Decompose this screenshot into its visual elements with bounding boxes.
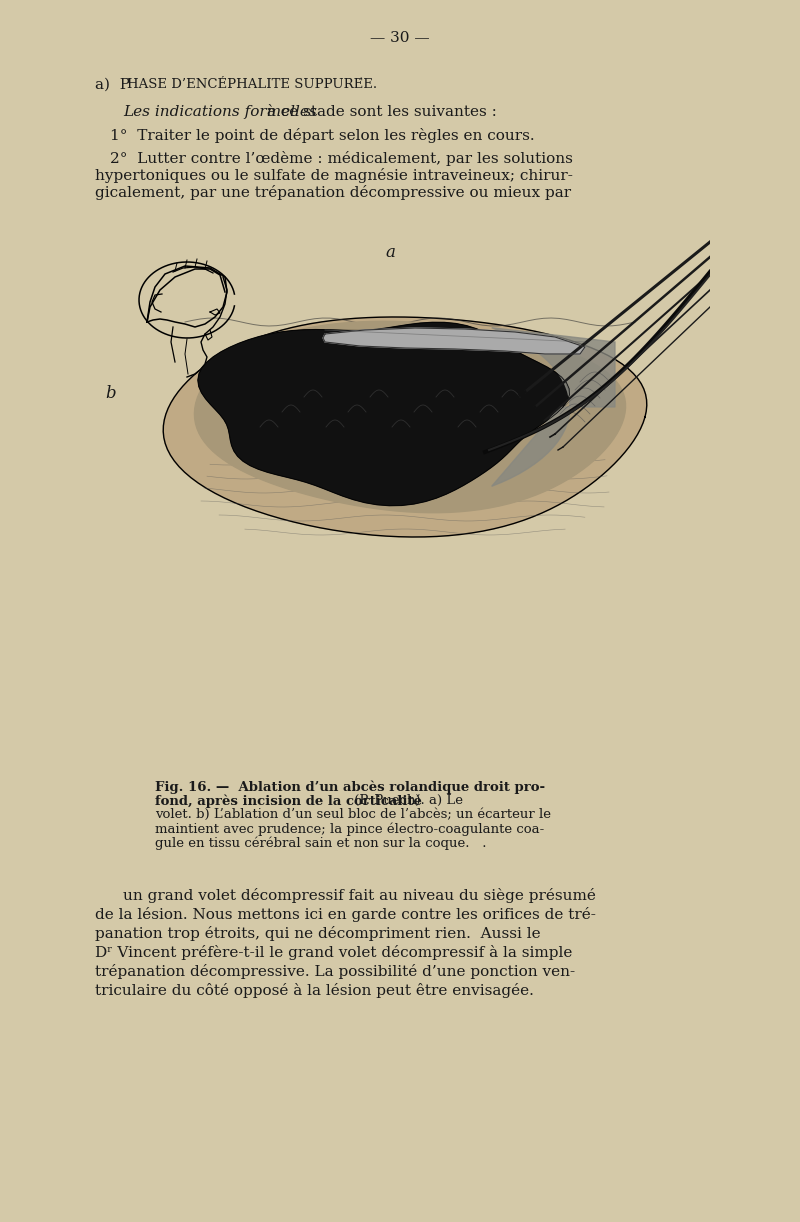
Text: Fig. 16. —  Ablation d’un abcès rolandique droit pro-: Fig. 16. — Ablation d’un abcès rolandiqu… — [155, 780, 545, 793]
Text: Les indications formelles: Les indications formelles — [123, 105, 317, 119]
Text: b: b — [105, 385, 116, 402]
Text: maintient avec prudence; la pince électro-coagulante coa-: maintient avec prudence; la pince électr… — [155, 822, 544, 836]
Polygon shape — [194, 321, 626, 513]
Text: a)  P: a) P — [95, 78, 130, 92]
Text: volet. b) L’ablation d’un seul bloc de l’abcès; un écarteur le: volet. b) L’ablation d’un seul bloc de l… — [155, 808, 551, 821]
Text: trépanation décompressive. La possibilité d’une ponction ven-: trépanation décompressive. La possibilit… — [95, 964, 575, 979]
Text: 2°  Lutter contre l’œdème : médicalement, par les solutions: 2° Lutter contre l’œdème : médicalement,… — [110, 152, 573, 166]
Text: triculaire du côté opposé à la lésion peut être envisagée.: triculaire du côté opposé à la lésion pe… — [95, 982, 534, 998]
Polygon shape — [198, 323, 570, 506]
Text: HASE D’ENCÉPHALITE SUPPURÉE.: HASE D’ENCÉPHALITE SUPPURÉE. — [127, 78, 377, 90]
Polygon shape — [492, 327, 615, 486]
Text: de la lésion. Nous mettons ici en garde contre les orifices de tré-: de la lésion. Nous mettons ici en garde … — [95, 907, 596, 923]
Text: gule en tissu cérébral sain et non sur la coque.   .: gule en tissu cérébral sain et non sur l… — [155, 836, 486, 849]
Text: gicalement, par une trépanation décompressive ou mieux par: gicalement, par une trépanation décompre… — [95, 185, 571, 200]
Text: hypertoniques ou le sulfate de magnésie intraveineux; chirur-: hypertoniques ou le sulfate de magnésie … — [95, 167, 573, 183]
Text: a: a — [385, 244, 395, 262]
Text: fond, après incision de la corticalité: fond, après incision de la corticalité — [155, 794, 422, 808]
Text: un grand volet décompressif fait au niveau du siège présumé: un grand volet décompressif fait au nive… — [123, 888, 596, 903]
Text: panation trop étroits, qui ne décompriment rien.  Aussi le: panation trop étroits, qui ne décomprime… — [95, 926, 541, 941]
Text: à ce stade sont les suivantes :: à ce stade sont les suivantes : — [262, 105, 497, 119]
Text: — 30 —: — 30 — — [370, 31, 430, 45]
Polygon shape — [323, 327, 585, 354]
Text: Dʳ Vincent préfère-t-il le grand volet décompressif à la simple: Dʳ Vincent préfère-t-il le grand volet d… — [95, 945, 572, 960]
Text: (P. Puech). a) Le: (P. Puech). a) Le — [350, 794, 462, 807]
Polygon shape — [163, 316, 646, 536]
Text: 1°  Traiter le point de départ selon les règles en cours.: 1° Traiter le point de départ selon les … — [110, 128, 534, 143]
